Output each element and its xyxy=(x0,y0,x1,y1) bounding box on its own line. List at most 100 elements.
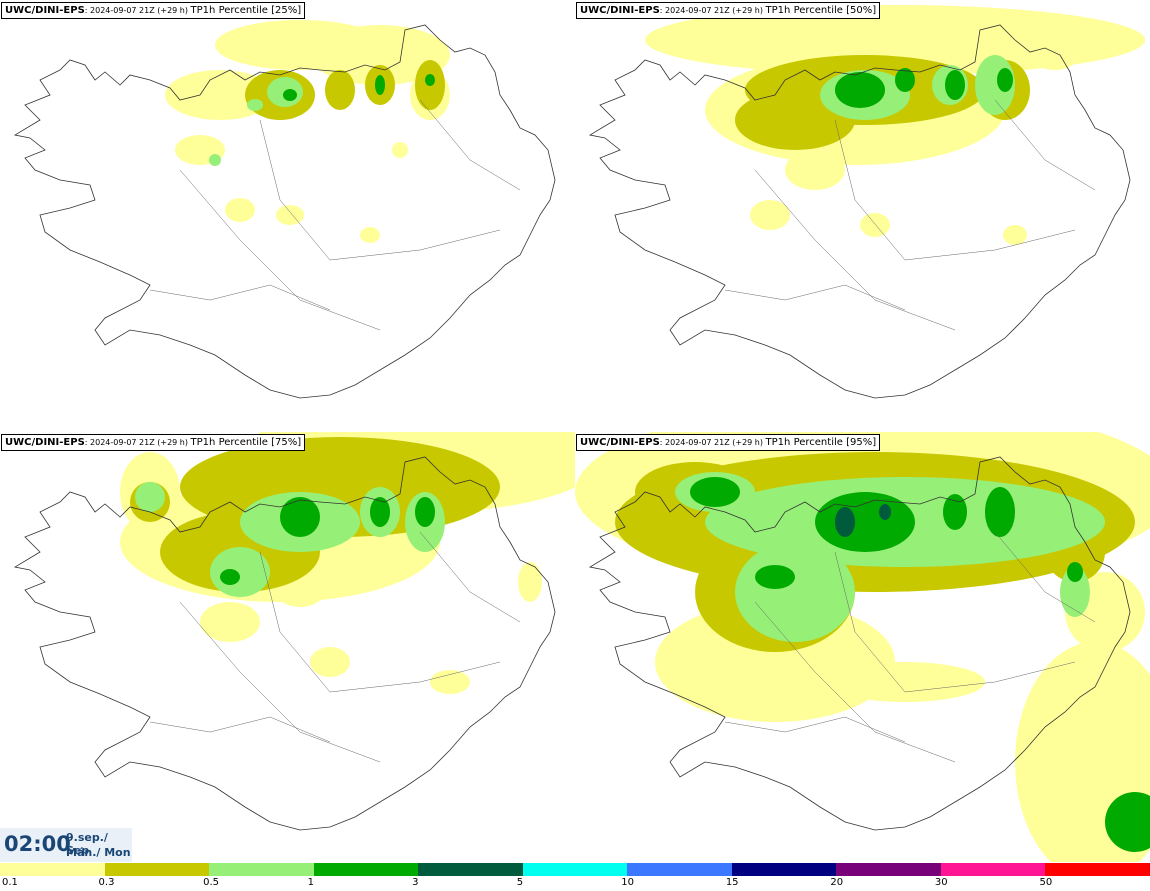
legend-swatch xyxy=(1045,863,1150,876)
legend-label: 15 xyxy=(725,877,739,888)
precip-area xyxy=(815,492,915,552)
precip-area xyxy=(325,70,355,110)
panel-header: UWC/DINI-EPS: 2024-09-07 21Z (+29 h) TP1… xyxy=(1,434,306,451)
model-name: UWC/DINI-EPS xyxy=(580,437,660,448)
precip-area xyxy=(225,198,255,222)
precip-area xyxy=(785,150,845,190)
map-panel-p95: UWC/DINI-EPS: 2024-09-07 21Z (+29 h) TP1… xyxy=(575,432,1150,862)
parameter-label: TP1h Percentile [95%] xyxy=(765,437,877,448)
precip-area xyxy=(1003,225,1027,245)
precip-area xyxy=(518,562,542,602)
color-legend xyxy=(0,863,1150,876)
precip-area xyxy=(430,670,470,694)
precip-area xyxy=(860,213,890,237)
precip-area xyxy=(375,75,385,95)
map-panel-p50: UWC/DINI-EPS: 2024-09-07 21Z (+29 h) TP1… xyxy=(575,0,1150,430)
legend-label: 0.5 xyxy=(203,877,219,888)
legend-swatch xyxy=(940,863,1046,876)
precip-area xyxy=(997,68,1013,92)
run-time: 2024-09-07 21Z (+29 h) xyxy=(665,6,763,15)
legend-swatch xyxy=(313,863,419,876)
precip-area xyxy=(690,477,740,507)
precip-area xyxy=(750,200,790,230)
model-name: UWC/DINI-EPS xyxy=(580,5,660,16)
precip-area xyxy=(135,482,165,512)
precip-area xyxy=(1067,562,1083,582)
parameter-label: TP1h Percentile [50%] xyxy=(765,5,877,16)
legend-label: 0.1 xyxy=(2,877,18,888)
legend-label: 3 xyxy=(412,877,419,888)
map-panel-p25: UWC/DINI-EPS: 2024-09-07 21Z (+29 h) TP1… xyxy=(0,0,575,430)
precip-area xyxy=(755,565,795,589)
legend-swatch xyxy=(627,863,732,876)
map-p75 xyxy=(13,432,575,831)
coastline xyxy=(13,24,556,399)
map-p50 xyxy=(588,5,1145,399)
precip-area xyxy=(945,70,965,100)
precipitation-field xyxy=(120,432,575,694)
precip-area xyxy=(209,154,221,166)
precip-area xyxy=(835,507,855,537)
coastline xyxy=(13,456,556,831)
panel-header: UWC/DINI-EPS: 2024-09-07 21Z (+29 h) TP1… xyxy=(1,2,306,19)
precip-area xyxy=(895,68,915,92)
roads xyxy=(149,99,521,331)
run-time: 2024-09-07 21Z (+29 h) xyxy=(90,6,188,15)
legend-label: 30 xyxy=(934,877,948,888)
precip-area xyxy=(360,227,380,243)
model-name: UWC/DINI-EPS xyxy=(5,437,85,448)
legend-label: 0.3 xyxy=(98,877,115,888)
map-panel-p75: UWC/DINI-EPS: 2024-09-07 21Z (+29 h) TP1… xyxy=(0,432,575,862)
precip-area xyxy=(165,70,275,120)
precip-area xyxy=(985,487,1015,537)
legend-label: 10 xyxy=(621,877,634,888)
precip-area xyxy=(735,542,855,642)
precip-area xyxy=(370,497,390,527)
coastline xyxy=(588,24,1131,399)
panel-header: UWC/DINI-EPS: 2024-09-07 21Z (+29 h) TP1… xyxy=(576,434,881,451)
legend-label: 5 xyxy=(516,877,524,888)
legend-labels: 0.1 0.3 0.5 1 3 5 10 15 20 30 50 xyxy=(0,877,1150,891)
precipitation-field xyxy=(645,5,1145,245)
precip-area xyxy=(1060,567,1090,617)
precip-area xyxy=(825,662,985,702)
valid-time: 02:00 xyxy=(4,832,71,856)
precip-area xyxy=(310,647,350,677)
legend-swatch xyxy=(522,863,628,876)
legend-swatch xyxy=(731,863,837,876)
roads xyxy=(149,531,521,763)
legend-label: 1 xyxy=(307,877,314,888)
legend-swatch xyxy=(209,863,314,876)
parameter-label: TP1h Percentile [25%] xyxy=(190,5,302,16)
precip-area xyxy=(392,142,408,158)
precip-area xyxy=(283,89,297,101)
legend-swatch xyxy=(104,863,210,876)
run-time: 2024-09-07 21Z (+29 h) xyxy=(90,438,188,447)
precip-area xyxy=(879,504,891,520)
precip-area xyxy=(1105,792,1150,852)
legend-swatch xyxy=(836,863,941,876)
legend-swatch xyxy=(418,863,523,876)
precip-area xyxy=(645,5,1145,75)
legend-swatch xyxy=(0,863,105,876)
valid-date: 9.sep./ Sep xyxy=(66,831,108,857)
precip-area xyxy=(1035,50,1075,70)
legend-label: 20 xyxy=(830,877,844,888)
run-time: 2024-09-07 21Z (+29 h) xyxy=(665,438,763,447)
precip-area xyxy=(200,602,260,642)
precip-area xyxy=(247,99,263,111)
panel-header: UWC/DINI-EPS: 2024-09-07 21Z (+29 h) TP1… xyxy=(576,2,881,19)
model-name: UWC/DINI-EPS xyxy=(5,5,85,16)
precip-area xyxy=(280,497,320,537)
coastline xyxy=(588,456,1131,831)
precip-area xyxy=(425,74,435,86)
valid-time-box: 02:00 9.sep./ Sep Mán./ Mon xyxy=(0,828,132,862)
map-p95 xyxy=(575,432,1150,862)
precip-area xyxy=(276,205,304,225)
precip-area xyxy=(943,494,967,530)
roads xyxy=(724,99,1096,331)
precip-area xyxy=(210,547,270,597)
precip-area xyxy=(220,569,240,585)
precip-area xyxy=(310,25,450,85)
map-p25 xyxy=(13,20,556,399)
